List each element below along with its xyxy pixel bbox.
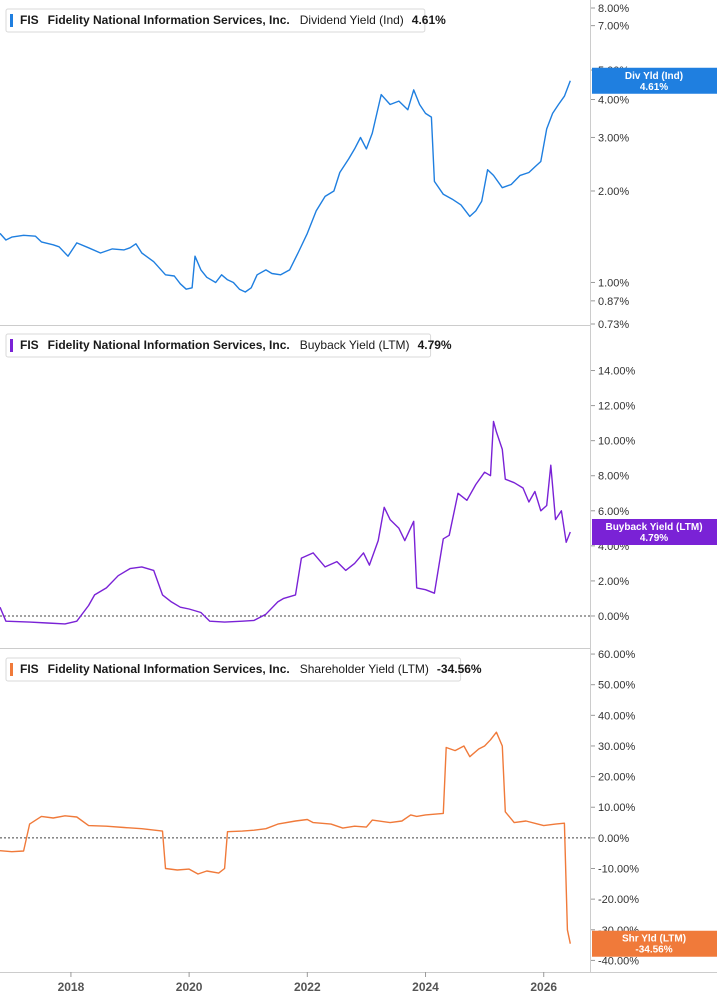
y-tick-label: 0.87%: [598, 296, 629, 308]
badge-background: [592, 518, 717, 545]
y-tick-label: 4.00%: [598, 94, 629, 106]
legend-value: -34.56%: [437, 662, 482, 676]
badge-label: Shr Yld (LTM): [622, 934, 686, 945]
y-tick-label: 0.00%: [598, 833, 629, 845]
y-tick-label: 6.00%: [598, 506, 629, 518]
legend-company: Fidelity National Information Services, …: [48, 662, 290, 676]
y-tick-label: 3.00%: [598, 132, 629, 144]
legend-value: 4.61%: [412, 13, 446, 27]
x-tick-label: 2020: [176, 980, 203, 994]
badge-background: [592, 930, 717, 957]
y-tick-label: 10.00%: [598, 436, 636, 448]
chart-panel-3: 60.00% 50.00% 40.00% 30.00% 20.00% 10.00% 0.00…: [0, 649, 717, 967]
x-tick-label: 2022: [294, 980, 321, 994]
badge-value: 4.79%: [640, 533, 668, 544]
y-tick-label: 20.00%: [598, 772, 636, 784]
y-tick-label: 2.00%: [598, 186, 629, 198]
badge-value: 4.61%: [640, 82, 668, 93]
y-tick-label: -20.00%: [598, 894, 639, 906]
legend-box: [5, 657, 462, 682]
last-value-badge: Buyback Yield (LTM)4.79%: [592, 518, 717, 545]
y-tick-label: 0.73%: [598, 319, 629, 331]
legend: FIS Fidelity National Information Service…: [5, 333, 452, 358]
y-tick-label: 0.00%: [598, 611, 629, 623]
badge-background: [592, 67, 717, 94]
y-tick-label: 14.00%: [598, 366, 636, 378]
y-tick-label: 8.00%: [598, 471, 629, 483]
badge-value: -34.56%: [635, 945, 672, 956]
y-tick-label: 60.00%: [598, 649, 636, 661]
legend-color-swatch: [10, 339, 13, 352]
y-tick-label: 1.00%: [598, 277, 629, 289]
legend: FIS Fidelity National Information Service…: [5, 657, 482, 682]
legend-ticker: FIS: [20, 338, 39, 352]
legend-metric: Dividend Yield (Ind): [300, 13, 404, 27]
series-line-buyback-yield-ltm-: [0, 420, 571, 625]
legend-company: Fidelity National Information Services, …: [48, 13, 290, 27]
legend-metric: Buyback Yield (LTM): [300, 338, 410, 352]
legend-metric: Shareholder Yield (LTM): [300, 662, 429, 676]
legend-ticker: FIS: [20, 13, 39, 27]
x-tick-label: 2024: [412, 980, 439, 994]
y-tick-label: 30.00%: [598, 741, 636, 753]
y-tick-label: 12.00%: [598, 401, 636, 413]
legend-text: FIS Fidelity National Information Service…: [20, 662, 482, 676]
y-tick-label: 7.00%: [598, 21, 629, 33]
series-line-shareholder-yield-ltm-: [0, 731, 571, 944]
last-value-badge: Shr Yld (LTM)-34.56%: [592, 930, 717, 957]
y-tick-label: -40.00%: [598, 955, 639, 967]
last-value-badge: Div Yld (Ind)4.61%: [592, 67, 717, 94]
chart-panel-2: 14.00%12.00%10.00%8.00%6.00%4.00%2.00%0.…: [0, 333, 717, 625]
legend: FIS Fidelity National Information Service…: [5, 8, 446, 33]
y-tick-label: 10.00%: [598, 802, 636, 814]
legend-text: FIS Fidelity National Information Service…: [20, 13, 446, 27]
y-tick-label: 8.00%: [598, 3, 629, 15]
badge-label: Div Yld (Ind): [625, 71, 683, 82]
legend-value: 4.79%: [418, 338, 452, 352]
legend-box: [5, 333, 432, 358]
legend-color-swatch: [10, 14, 13, 27]
y-tick-label: 2.00%: [598, 576, 629, 588]
legend-color-swatch: [10, 663, 13, 676]
y-tick-label: 50.00%: [598, 680, 636, 692]
badge-label: Buyback Yield (LTM): [605, 522, 702, 533]
chart-panel-1: 8.00%7.00%5.00%4.00%3.00%2.00%1.00%0.87%…: [0, 3, 717, 331]
legend-ticker: FIS: [20, 662, 39, 676]
y-tick-label: -10.00%: [598, 864, 639, 876]
y-tick-label: 40.00%: [598, 710, 636, 722]
x-tick-label: 2018: [58, 980, 85, 994]
series-line-dividend-yield-ind-: [0, 80, 571, 293]
legend-text: FIS Fidelity National Information Service…: [20, 338, 452, 352]
x-tick-label: 2026: [530, 980, 557, 994]
legend-company: Fidelity National Information Services, …: [48, 338, 290, 352]
legend-box: [5, 8, 426, 33]
